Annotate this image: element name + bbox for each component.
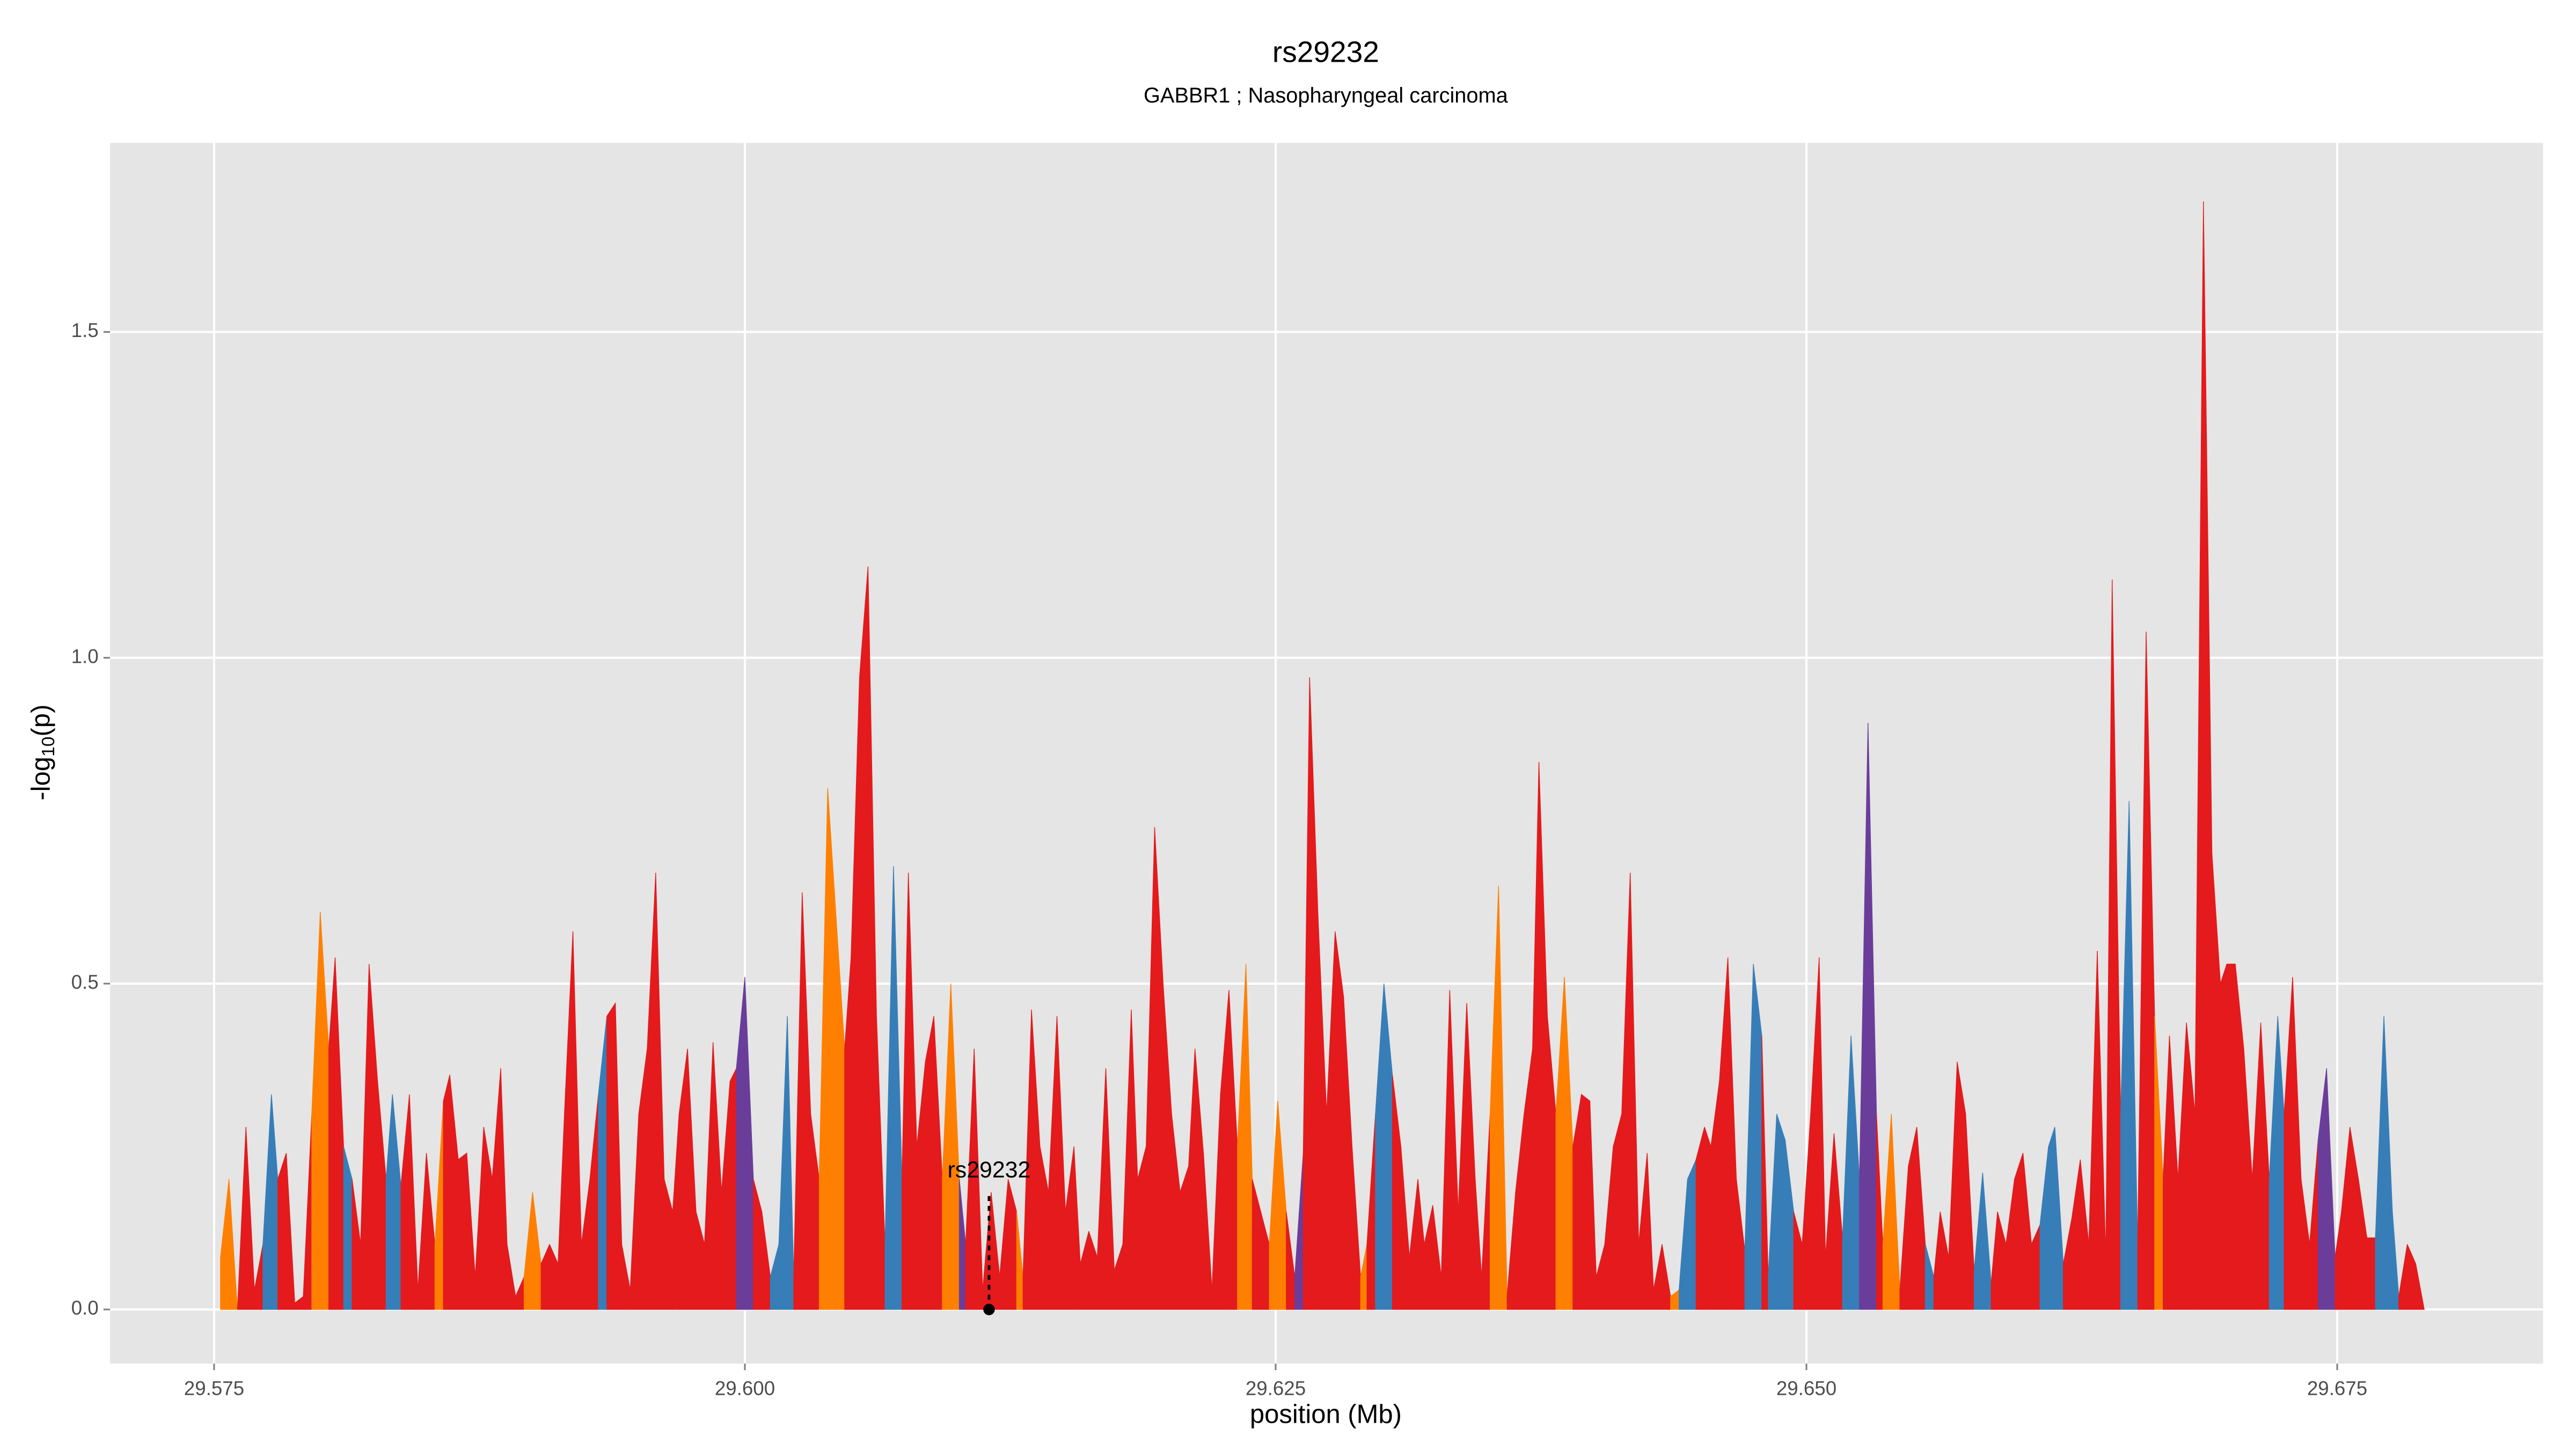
- area-segment: [2014, 1153, 2024, 1310]
- area-segment: [606, 1002, 616, 1310]
- y-axis-label: -log10(p): [27, 705, 58, 801]
- x-tick-label: 29.575: [184, 1377, 244, 1399]
- area-segment: [1613, 1114, 1622, 1310]
- y-tick-label: 1.5: [71, 319, 99, 341]
- area-segment: [859, 566, 869, 1310]
- area-segment: [229, 1179, 238, 1310]
- annotation-point: [983, 1304, 995, 1315]
- x-axis-label: position (Mb): [1250, 1400, 1402, 1429]
- area-segment: [2366, 1237, 2376, 1310]
- area-segment: [1581, 1094, 1591, 1310]
- area-segment: [443, 1074, 450, 1310]
- area-segment: [1704, 1126, 1711, 1310]
- area-segment: [925, 1016, 934, 1310]
- y-tick-label: 0.5: [71, 971, 99, 993]
- area-segment: [2415, 1263, 2425, 1310]
- area-segment: [458, 1152, 467, 1310]
- y-tick-label: 1.0: [71, 645, 99, 667]
- area-segment: [1180, 1166, 1189, 1310]
- x-tick-label: 29.650: [1776, 1377, 1836, 1399]
- area-segment: [2226, 963, 2236, 1310]
- area-segment: [1687, 1159, 1696, 1310]
- chart-subtitle: GABBR1 ; Nasopharyngeal carcinoma: [1144, 84, 1509, 107]
- chart-title: rs29232: [1272, 35, 1379, 69]
- x-tick-label: 29.675: [2307, 1377, 2367, 1399]
- y-axis-label-subscript: 10: [39, 736, 58, 756]
- area-segment: [1776, 1114, 1786, 1310]
- area-segment: [1695, 1126, 1705, 1310]
- area-segment: [277, 1153, 287, 1310]
- y-axis-label-part: (p): [27, 705, 56, 737]
- area-segment: [2220, 964, 2227, 1310]
- y-tick-label: 0.0: [71, 1297, 99, 1319]
- x-tick-label: 29.625: [1246, 1377, 1306, 1399]
- annotation-label: rs29232: [948, 1157, 1031, 1183]
- area-segment: [729, 1068, 737, 1310]
- area-segment: [1335, 931, 1344, 1310]
- x-tick-label: 29.600: [715, 1377, 775, 1399]
- area-segment: [2048, 1126, 2055, 1310]
- y-axis-label-part: -log: [27, 757, 56, 801]
